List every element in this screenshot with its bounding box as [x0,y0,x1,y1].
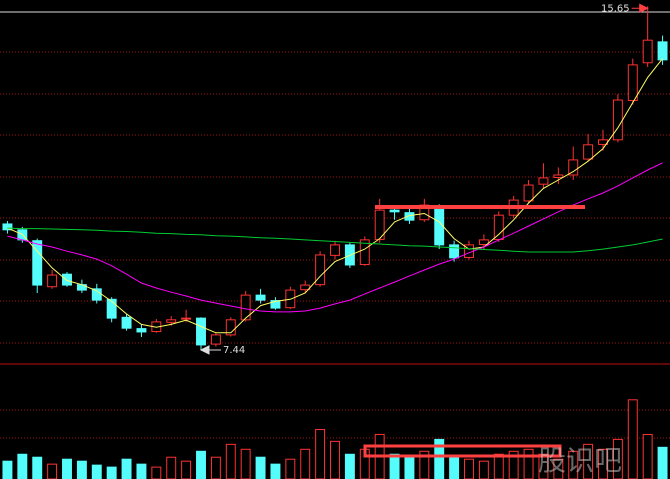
candle-body [523,184,534,202]
plot: 7.44 15.65 [2,3,668,479]
volume-bar [642,433,653,479]
candle-body [136,328,147,333]
candle-body [106,298,117,319]
moving-average [7,58,663,334]
volume-bar [553,458,564,479]
candle-body [404,212,415,221]
candle-body [62,273,72,286]
annotation-arrow [631,3,649,14]
volume-bar [300,448,311,479]
candle-body [627,64,638,101]
volume-bar [404,456,415,479]
volume-bar [627,399,638,479]
candle-body [330,244,340,256]
candle-body [493,214,504,240]
volume-box [363,444,562,458]
volume-bar [330,440,340,479]
candle-body [315,254,326,286]
volume-bar [181,460,192,479]
volume-bar [91,464,102,479]
moving-average [7,227,663,253]
volume-bar [523,448,534,479]
candle-body [270,300,281,309]
volume-bar [240,448,251,479]
volume-bar [17,453,28,479]
volume-bar [47,463,58,479]
candle-body [374,209,385,240]
annotation-arrow [199,345,221,355]
volume-bar [464,458,474,479]
volume-bar [76,460,87,479]
annotation-label: 15.65 [601,3,630,14]
candle-body [32,240,43,286]
volume-bar [32,456,43,479]
candle-body [240,294,251,321]
candle-body [359,239,370,266]
candle-body [449,244,460,259]
candle-body [255,294,266,301]
candle-body [210,334,221,345]
volume-bar [270,463,281,479]
candle-body [612,99,623,141]
volume-bar [136,463,147,479]
candle-body [478,239,489,245]
volume-bar [583,443,594,479]
candle-body [47,274,58,288]
volume-bar [255,456,266,479]
candle-body [166,319,177,323]
volume-bar [2,460,13,479]
volume-bar [196,450,206,479]
volume-bar [389,453,400,479]
candle-body [389,209,400,213]
candle-body [583,144,594,160]
volume-bar [151,466,162,479]
volume-bar [538,453,549,479]
volume-bar [449,456,460,479]
volume-bar [106,466,117,479]
volume-bar [315,429,326,479]
candle-body [2,223,13,231]
volume-bar [166,456,177,479]
watermark: 股识吧 [538,444,622,477]
candle-body [121,316,132,329]
volume-bar [225,443,236,479]
volume-bar [478,460,489,479]
annotation-label: 7.44 [223,345,245,356]
volume-bar [62,458,72,479]
volume-bar [285,458,296,479]
candle-body [553,174,564,178]
volume-bar [210,456,221,479]
volume-bar [344,453,355,479]
candle-body [538,177,549,185]
candle-body [568,159,579,176]
moving-average [7,162,663,313]
candle-body [642,39,653,64]
candle-body [657,41,668,61]
candle-body [225,319,236,336]
candle-body [196,317,206,346]
volume-bar [657,446,668,479]
volume-bar [493,453,504,479]
candle-body [181,317,192,320]
volume-bar [121,458,132,479]
